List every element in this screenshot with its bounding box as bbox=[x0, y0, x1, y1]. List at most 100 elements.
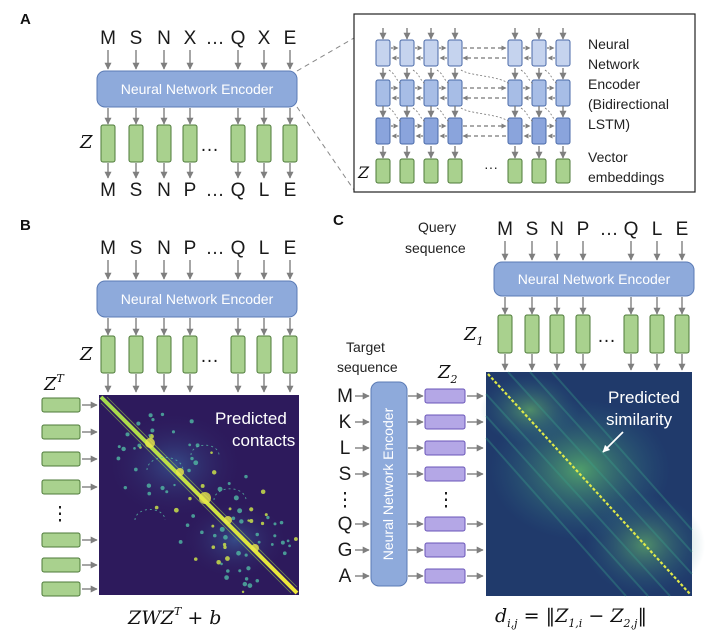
inset-embedding-vector bbox=[375, 158, 391, 184]
contact-point bbox=[191, 514, 196, 518]
embedding-vector bbox=[256, 124, 272, 163]
panel-a-embeddings bbox=[100, 124, 298, 163]
inset-skip-link bbox=[520, 69, 534, 85]
contact-point bbox=[185, 523, 190, 527]
query-letter: Q bbox=[624, 219, 639, 240]
panel-b-letter: S bbox=[130, 238, 143, 259]
contact-point bbox=[224, 575, 229, 580]
lstm-cell bbox=[375, 117, 391, 145]
inset-embedding-caption: Vector embeddings bbox=[588, 149, 664, 185]
inset-skip-link bbox=[460, 69, 510, 85]
contact-arc bbox=[134, 509, 166, 521]
panel-b-letter: Q bbox=[231, 238, 246, 259]
inset-embedding-vector bbox=[531, 158, 547, 184]
embedding-vector bbox=[256, 335, 272, 374]
contact-point bbox=[223, 535, 228, 540]
query-letter: N bbox=[550, 219, 564, 240]
inset-skip-link bbox=[436, 107, 450, 123]
contact-point bbox=[279, 520, 284, 525]
contact-point bbox=[193, 460, 199, 466]
panel-b-letter: E bbox=[284, 238, 297, 259]
contact-point bbox=[178, 540, 183, 544]
inset-skip-link bbox=[388, 107, 402, 123]
panel-a-output-letter: Q bbox=[231, 180, 246, 201]
target-embeddings: ⋮ bbox=[408, 388, 484, 584]
query-sequence: M S N P … Q L E bbox=[497, 219, 688, 240]
panel-a-output-letter: L bbox=[259, 180, 270, 201]
z1-label: Z1 bbox=[463, 324, 484, 348]
lstm-cell bbox=[507, 117, 523, 145]
query-letter: … bbox=[600, 219, 619, 240]
query-letter: S bbox=[526, 219, 539, 240]
contact-point bbox=[227, 482, 231, 486]
inset-z-label: Z bbox=[357, 163, 370, 182]
query-encoder-label: Neural Network Encoder bbox=[518, 271, 671, 287]
panel-a-output-sequence: M S N P … Q L E bbox=[100, 180, 296, 201]
contact-arc bbox=[146, 456, 184, 471]
contact-point bbox=[219, 526, 225, 532]
contact-point bbox=[223, 545, 227, 550]
contact-point bbox=[220, 562, 223, 566]
contact-point bbox=[260, 489, 266, 495]
contact-point bbox=[293, 537, 298, 541]
panel-a-input-letter: … bbox=[206, 28, 225, 49]
contact-point bbox=[244, 474, 248, 479]
contact-point bbox=[249, 507, 254, 512]
panel-b-letter: L bbox=[259, 238, 270, 259]
lstm-cell bbox=[399, 39, 415, 67]
embedding-vector bbox=[128, 335, 144, 374]
query-map-arrows bbox=[501, 354, 686, 371]
panel-a-z-label: Z bbox=[79, 132, 93, 153]
inset-encoder-caption-line: (Bidirectional bbox=[588, 96, 669, 112]
inset-skip-link bbox=[460, 107, 510, 123]
contact-point bbox=[280, 540, 285, 545]
inset-encoder-caption: Neural Network Encoder (Bidirectional LSTM) bbox=[588, 36, 669, 132]
target-embed-ellipsis: ⋮ bbox=[437, 490, 456, 511]
contacts-label-line-1: Predicted bbox=[215, 409, 287, 428]
contact-point bbox=[247, 519, 250, 522]
contact-point bbox=[137, 443, 142, 448]
transposed-embedding-vector bbox=[41, 557, 81, 573]
panel-b-embeddings bbox=[100, 335, 298, 374]
contact-point bbox=[217, 486, 223, 492]
similarity-off-diagonal bbox=[485, 415, 649, 597]
contacts-label-line-2: contacts bbox=[232, 431, 295, 450]
inset-encoder-caption-line: Encoder bbox=[588, 76, 640, 92]
contact-point bbox=[257, 540, 261, 544]
contacts-off-diagonal bbox=[100, 402, 292, 594]
contact-arc bbox=[213, 488, 247, 501]
contact-point bbox=[211, 545, 216, 550]
target-letter: S bbox=[339, 464, 352, 485]
similarity-off-diagonal bbox=[551, 371, 693, 531]
panel-a-embed-ellipsis: … bbox=[200, 135, 219, 156]
panel-b-z-label: Z bbox=[79, 344, 93, 365]
target-letter: ⋮ bbox=[336, 490, 355, 511]
contact-blob bbox=[224, 516, 232, 524]
panel-a-input-letter: E bbox=[284, 28, 297, 49]
embedding-vector bbox=[156, 335, 172, 374]
inset-embedding-vector bbox=[447, 158, 463, 184]
panel-a-input-letter: S bbox=[130, 28, 143, 49]
embedding-vector bbox=[156, 124, 172, 163]
target-letter: A bbox=[339, 566, 352, 587]
query-embedding-vector bbox=[549, 314, 565, 354]
panel-b-embed-ellipsis: … bbox=[200, 346, 219, 367]
panel-a-input-letter: X bbox=[258, 28, 271, 49]
query-input-arrows bbox=[501, 241, 686, 261]
panel-a-output-arrows bbox=[104, 163, 294, 179]
target-encoder-label: Neural Network Encoder bbox=[380, 407, 396, 560]
contact-point bbox=[255, 579, 260, 583]
contact-blob bbox=[145, 438, 155, 448]
contact-point bbox=[121, 446, 126, 452]
panel-b-formula: ZWZT + b bbox=[127, 605, 221, 629]
panel-c-label: C bbox=[333, 212, 344, 229]
target-embedding-vector bbox=[424, 466, 466, 482]
contact-point bbox=[116, 456, 121, 461]
contact-point bbox=[147, 491, 152, 496]
inset-dots: ··· bbox=[484, 159, 498, 175]
panel-b-encoder-box bbox=[96, 280, 298, 318]
contact-point bbox=[242, 581, 248, 587]
lstm-cell bbox=[423, 79, 439, 107]
panel-b-zt-label: ZT bbox=[43, 372, 66, 395]
contact-point bbox=[273, 522, 277, 526]
